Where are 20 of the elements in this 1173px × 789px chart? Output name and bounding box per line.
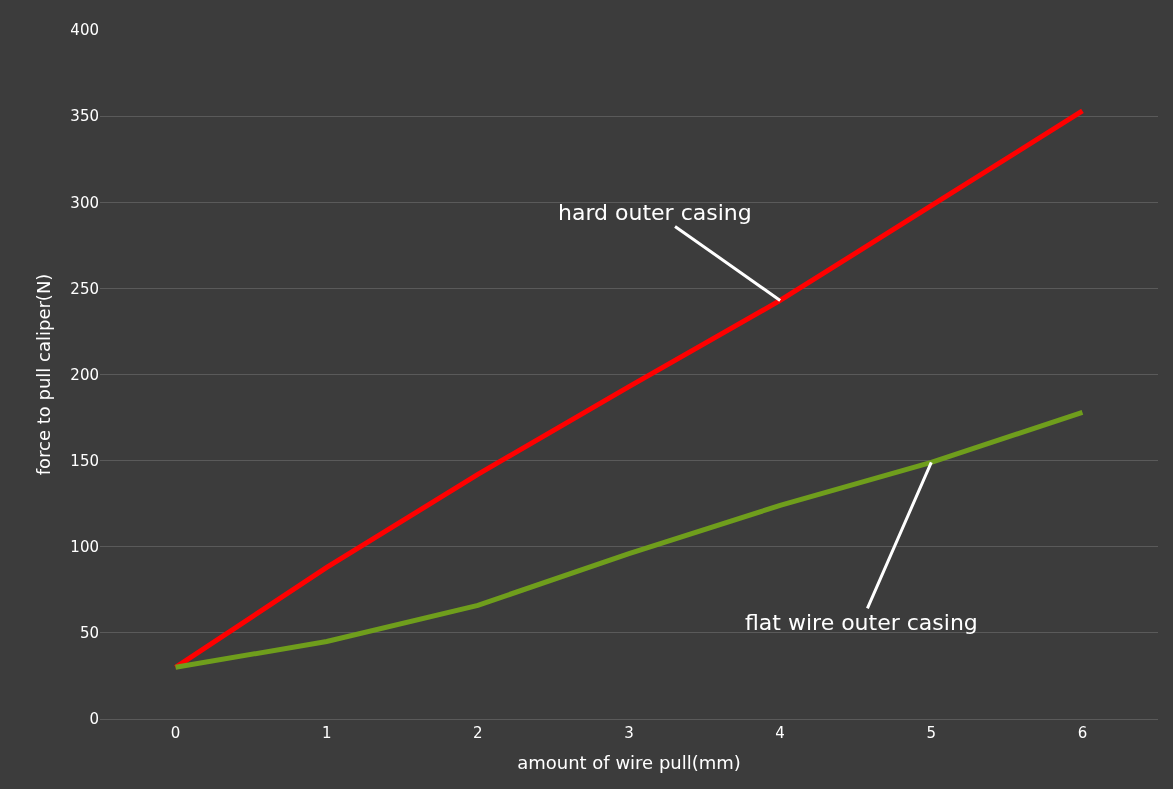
y-tick-label: 300	[70, 193, 99, 212]
x-tick-label: 5	[926, 724, 937, 742]
y-tick-label: 350	[70, 107, 99, 126]
x-tick-label: 6	[1077, 724, 1088, 742]
y-tick-label: 200	[70, 365, 99, 384]
x-tick-label: 4	[775, 724, 785, 742]
x-axis-title: amount of wire pull(mm)	[517, 752, 741, 774]
y-tick-label: 0	[89, 710, 99, 729]
y-tick-label: 50	[79, 624, 99, 643]
x-tick-label: 0	[170, 724, 181, 742]
y-axis-title: force to pull caliper(N)	[32, 273, 54, 476]
y-tick-label: 400	[70, 21, 99, 40]
annotation: hard outer casing	[558, 200, 752, 225]
x-tick-label: 2	[473, 724, 483, 742]
y-tick-label: 100	[70, 538, 99, 556]
x-tick-label: 3	[624, 724, 634, 742]
annotation: flat wire outer casing	[745, 610, 978, 635]
y-tick-label: 150	[70, 451, 99, 470]
x-tick-label: 1	[321, 724, 332, 742]
y-tick-label: 250	[70, 279, 99, 298]
